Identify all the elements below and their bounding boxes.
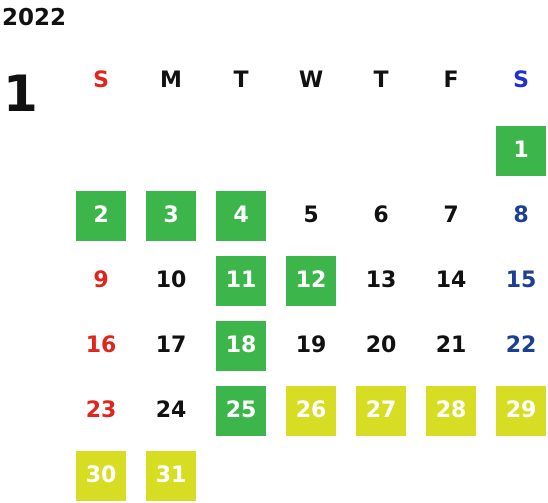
day-cell-8: 8 <box>513 203 529 228</box>
month-label: 1 <box>3 65 38 123</box>
day-cell-23: 23 <box>85 398 117 423</box>
day-cell-31: 31 <box>146 451 196 501</box>
year-label: 2022 <box>2 5 67 31</box>
day-cell-12: 12 <box>286 256 336 306</box>
day-cell-15: 15 <box>505 268 537 293</box>
day-cell-9: 9 <box>93 268 109 293</box>
day-cell-28: 28 <box>426 386 476 436</box>
weekday-sat: S <box>513 68 529 93</box>
day-cell-4: 4 <box>216 191 266 241</box>
day-cell-6: 6 <box>373 203 389 228</box>
day-cell-7: 7 <box>443 203 459 228</box>
weekday-thu: T <box>373 68 389 93</box>
weekday-wed: W <box>298 68 324 93</box>
day-cell-21: 21 <box>435 333 467 358</box>
day-cell-11: 11 <box>216 256 266 306</box>
day-cell-18: 18 <box>216 321 266 371</box>
day-cell-24: 24 <box>155 398 187 423</box>
weekday-sun: S <box>93 68 109 93</box>
day-cell-13: 13 <box>365 268 397 293</box>
day-cell-26: 26 <box>286 386 336 436</box>
day-cell-16: 16 <box>85 333 117 358</box>
day-cell-20: 20 <box>365 333 397 358</box>
day-cell-17: 17 <box>155 333 187 358</box>
day-cell-19: 19 <box>295 333 327 358</box>
day-cell-10: 10 <box>155 268 187 293</box>
day-cell-22: 22 <box>505 333 537 358</box>
day-cell-2: 2 <box>76 191 126 241</box>
weekday-fri: F <box>443 68 459 93</box>
day-cell-3: 3 <box>146 191 196 241</box>
day-cell-30: 30 <box>76 451 126 501</box>
day-cell-5: 5 <box>303 203 319 228</box>
day-cell-14: 14 <box>435 268 467 293</box>
weekday-tue: T <box>233 68 249 93</box>
day-cell-25: 25 <box>216 386 266 436</box>
day-cell-1: 1 <box>496 126 546 176</box>
day-cell-29: 29 <box>496 386 546 436</box>
day-cell-27: 27 <box>356 386 406 436</box>
weekday-mon: M <box>160 68 182 93</box>
